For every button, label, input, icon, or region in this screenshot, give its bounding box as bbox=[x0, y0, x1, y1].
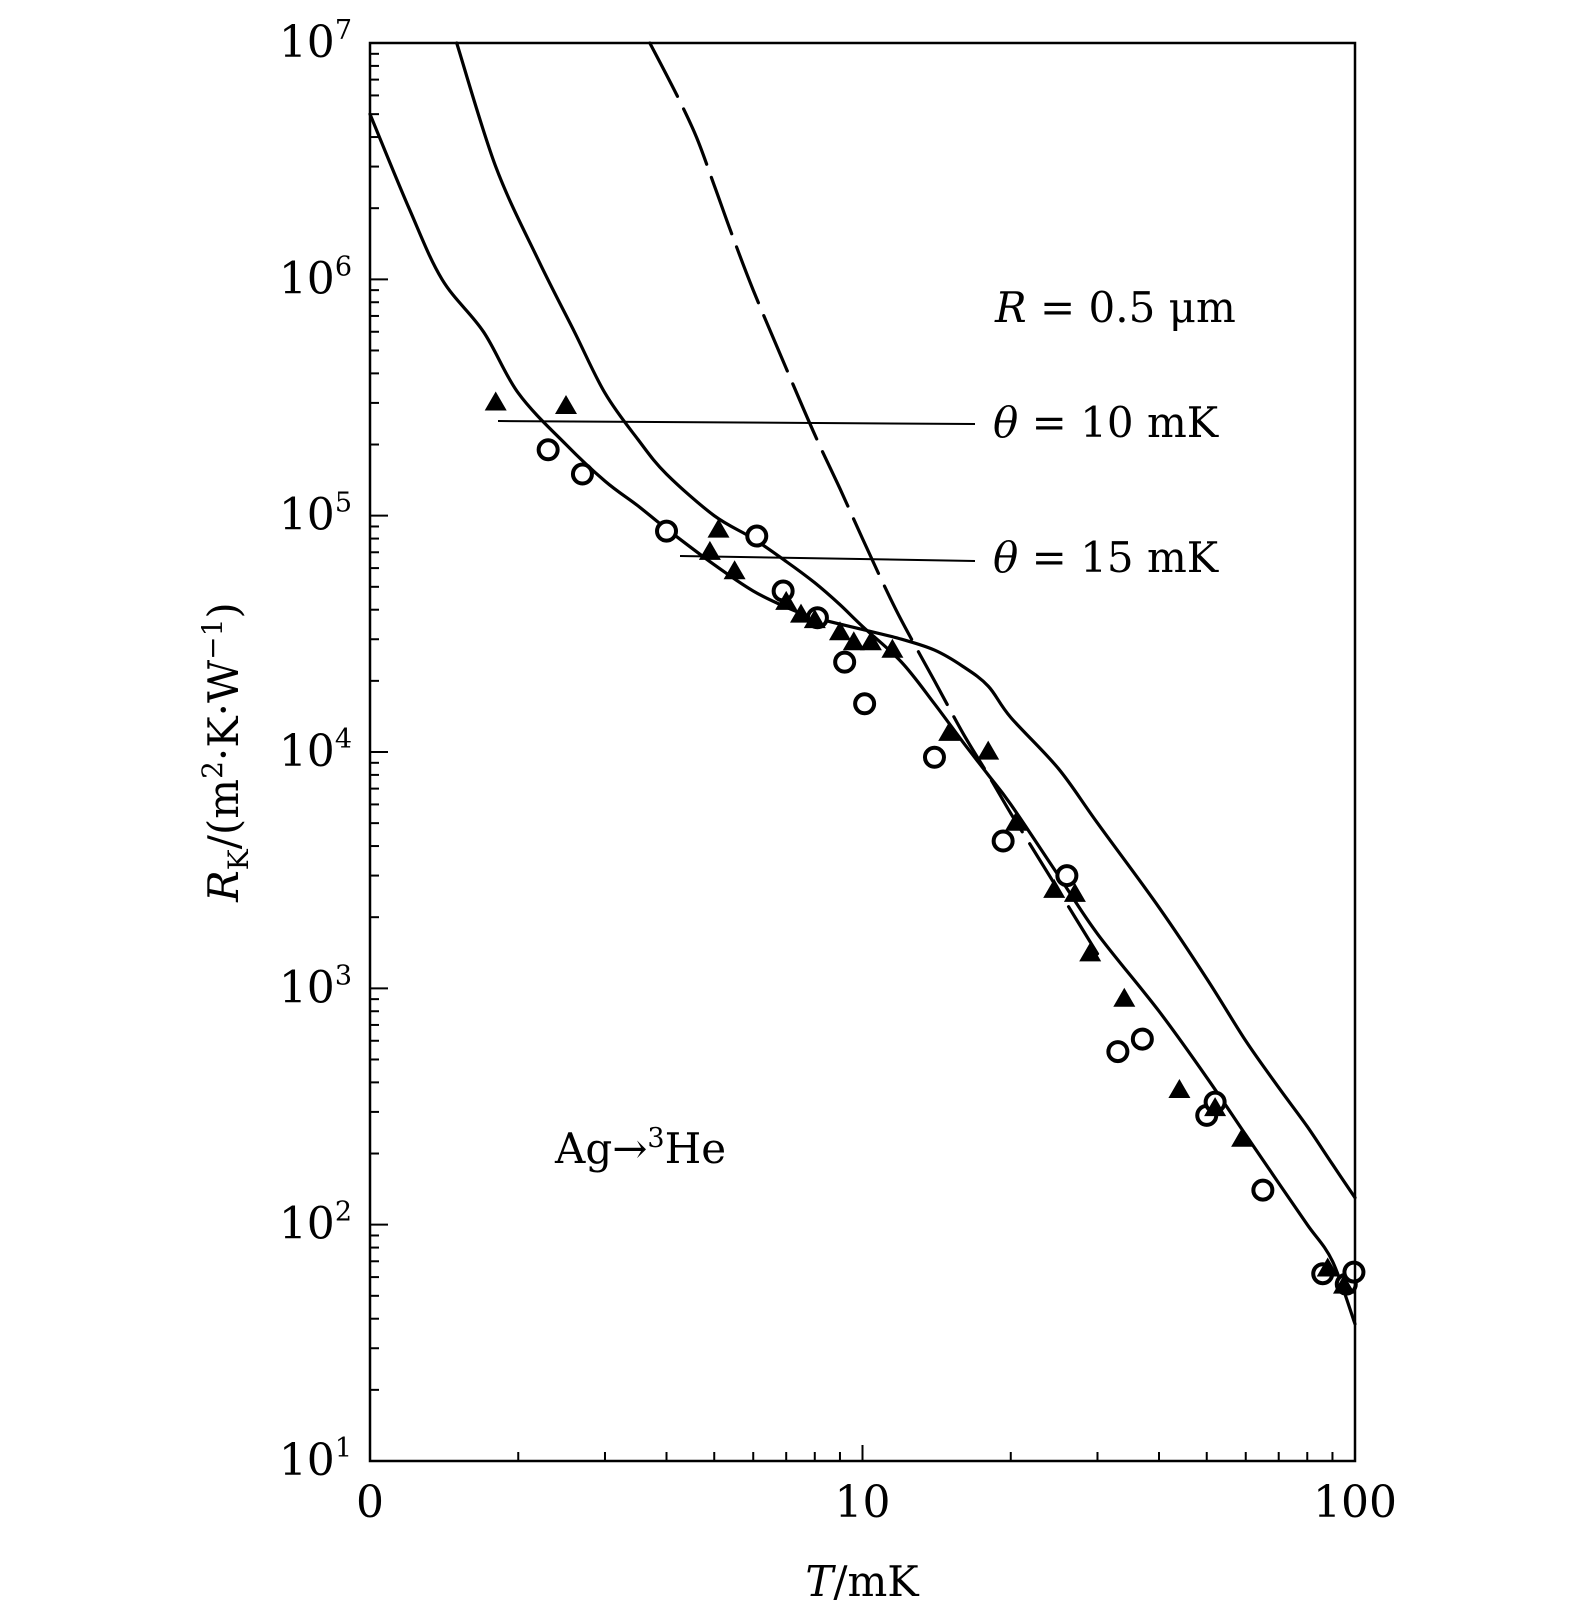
radius-value: = 0.5 μm bbox=[1027, 283, 1236, 332]
data-point-circle bbox=[1055, 864, 1079, 888]
data-point-triangle bbox=[484, 391, 507, 411]
theta1-value: = 10 mK bbox=[1018, 398, 1220, 447]
x-tick-label: 0 bbox=[356, 1477, 384, 1528]
data-point-triangle bbox=[859, 631, 882, 651]
y-tick-label: 102 bbox=[279, 1197, 352, 1250]
data-point-triangle bbox=[1231, 1127, 1254, 1147]
system-liquid: He bbox=[665, 1124, 726, 1173]
theta1-annotation: θ = 10 mK bbox=[993, 398, 1220, 447]
y-tick-label: 106 bbox=[279, 251, 352, 304]
y-tick-label: 107 bbox=[279, 15, 352, 68]
x-axis-unit: /mK bbox=[833, 1557, 920, 1606]
data-point-triangle bbox=[938, 721, 961, 741]
data-point-triangle bbox=[1333, 1274, 1355, 1294]
theta2-leader-line bbox=[679, 555, 976, 562]
x-tick-label: 10 bbox=[835, 1477, 891, 1528]
y-axis-unit-a: /(m bbox=[199, 779, 248, 849]
plot-frame bbox=[368, 41, 1357, 1463]
data-point-triangle bbox=[555, 395, 577, 414]
y-axis-unit-sup2: −1 bbox=[196, 619, 229, 660]
theta2-annotation: θ = 15 mK bbox=[993, 533, 1220, 582]
data-point-triangle bbox=[881, 638, 904, 658]
data-point-circle bbox=[1106, 1040, 1130, 1064]
radius-annotation: R = 0.5 μm bbox=[994, 283, 1236, 332]
data-point-triangle bbox=[1316, 1257, 1339, 1277]
data-point-circle bbox=[536, 438, 560, 462]
data-point-triangle bbox=[698, 540, 721, 560]
x-tick-label: 100 bbox=[1313, 1477, 1397, 1528]
data-point-triangle bbox=[1005, 811, 1027, 831]
data-point-circle bbox=[833, 650, 857, 674]
data-point-triangle bbox=[775, 590, 798, 610]
data-point-circle bbox=[853, 692, 877, 716]
data-point-triangle bbox=[1168, 1079, 1191, 1098]
y-axis-unit-c: ) bbox=[199, 602, 248, 618]
data-point-circle bbox=[655, 519, 679, 543]
radius-symbol: R bbox=[994, 283, 1027, 332]
x-axis-title: T/mK bbox=[805, 1557, 920, 1606]
data-point-triangle bbox=[842, 631, 865, 651]
annotation-leaders bbox=[497, 420, 976, 562]
y-axis-unit-b: ·K·W bbox=[199, 659, 248, 761]
data-point-circle bbox=[922, 745, 946, 769]
data-points bbox=[484, 391, 1366, 1296]
data-point-circle bbox=[570, 462, 594, 486]
y-tick-label: 105 bbox=[279, 488, 352, 541]
data-point-circle bbox=[1130, 1027, 1154, 1051]
dashed-curve bbox=[648, 41, 1100, 956]
theta2-value: = 15 mK bbox=[1018, 533, 1220, 582]
system-isotope: 3 bbox=[647, 1123, 664, 1154]
y-tick-label: 101 bbox=[279, 1433, 352, 1486]
axis-ticks bbox=[370, 52, 1334, 1462]
solid-curve-2 bbox=[455, 41, 1357, 1326]
data-point-triangle bbox=[803, 609, 826, 629]
data-point-triangle bbox=[1043, 878, 1066, 898]
data-point-triangle bbox=[977, 740, 1000, 760]
fit-curves bbox=[368, 41, 1357, 1326]
system-annotation: Ag→3He bbox=[554, 1123, 726, 1173]
y-tick-label: 103 bbox=[279, 960, 352, 1013]
y-axis-unit-sup1: 2 bbox=[196, 761, 229, 779]
data-point-circle bbox=[745, 524, 769, 548]
x-tick-labels: 0 10 100 bbox=[356, 1477, 1397, 1528]
solid-curve-1 bbox=[368, 112, 1357, 1200]
system-metal: Ag bbox=[554, 1124, 612, 1173]
data-point-triangle bbox=[1204, 1097, 1227, 1117]
data-point-triangle bbox=[1113, 987, 1136, 1007]
data-point-triangle bbox=[707, 518, 730, 538]
data-point-triangle bbox=[1079, 942, 1102, 962]
y-axis-title: RK/(m2·K·W−1) bbox=[196, 602, 255, 903]
theta1-symbol: θ bbox=[993, 398, 1018, 447]
data-point-circle bbox=[991, 829, 1015, 853]
y-axis-symbol: R bbox=[199, 870, 248, 903]
data-point-circle bbox=[1251, 1178, 1275, 1202]
system-arrow: → bbox=[612, 1124, 647, 1173]
data-point-triangle bbox=[723, 560, 746, 580]
theta2-symbol: θ bbox=[993, 533, 1018, 582]
y-tick-label: 104 bbox=[279, 724, 352, 777]
data-point-triangle bbox=[1063, 882, 1086, 902]
data-point-triangle bbox=[829, 621, 851, 641]
x-axis-symbol: T bbox=[805, 1557, 836, 1606]
theta1-leader-line bbox=[497, 420, 976, 425]
y-axis-subscript: K bbox=[222, 848, 255, 870]
y-tick-labels: 101 102 103 104 105 106 107 bbox=[279, 15, 352, 1486]
data-point-triangle bbox=[790, 603, 812, 623]
